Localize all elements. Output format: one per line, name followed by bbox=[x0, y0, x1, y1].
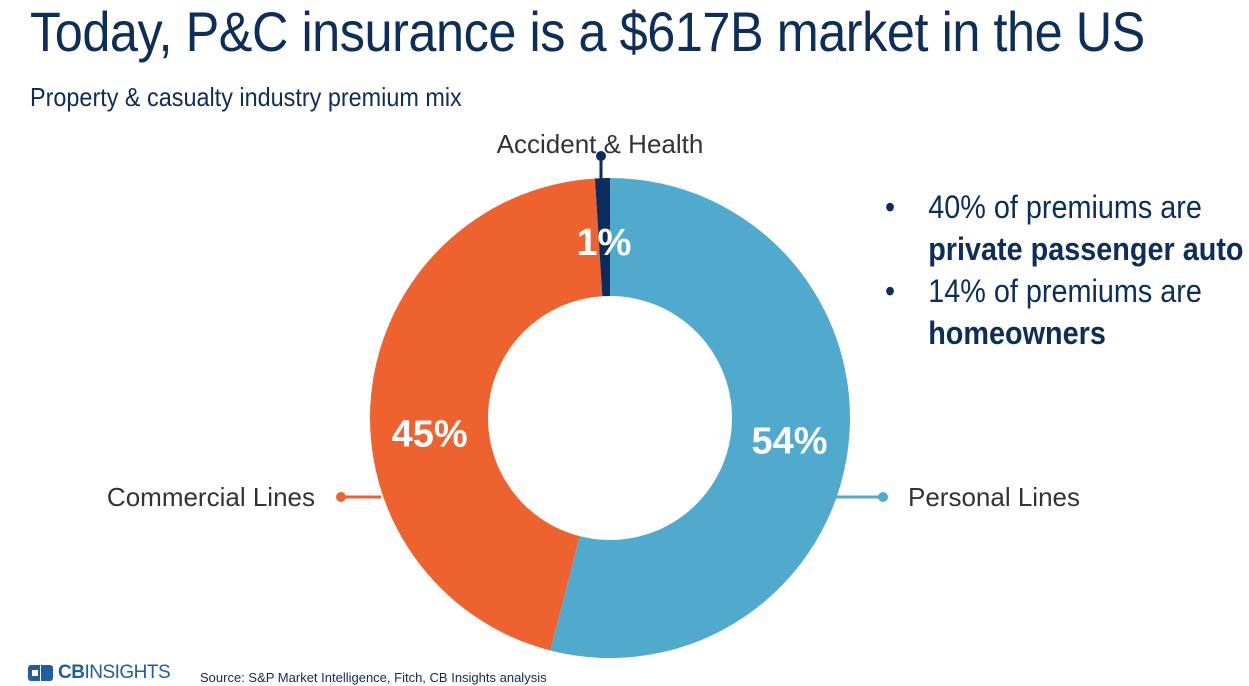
bullet-list: • 40% of premiums are private passenger … bbox=[885, 186, 1244, 354]
bullet-dot-icon: • bbox=[885, 189, 896, 225]
category-label-personal-lines: Personal Lines bbox=[908, 482, 1080, 512]
bullet-item-auto: • 40% of premiums are private passenger … bbox=[885, 186, 1244, 270]
leader-dot-commercial-lines bbox=[336, 492, 346, 502]
data-label-commercial-lines: 45% bbox=[392, 414, 468, 456]
data-label-personal-lines: 54% bbox=[752, 421, 828, 463]
cb-logo-icon bbox=[28, 664, 54, 682]
page-title: Today, P&C insurance is a $617B market i… bbox=[30, 0, 1145, 63]
leader-dot-personal-lines bbox=[878, 492, 888, 502]
logo-text: INSIGHTS bbox=[84, 662, 171, 683]
data-label-accident-health: 1% bbox=[577, 222, 632, 264]
logo-bold-text: CB bbox=[58, 662, 85, 683]
category-label-commercial-lines: Commercial Lines bbox=[107, 482, 315, 512]
donut-segment-accident-health bbox=[594, 178, 610, 297]
bullet-dot-icon: • bbox=[885, 273, 896, 309]
bullet-text: 40% of premiums are bbox=[928, 189, 1202, 225]
leader-dot-accident-health bbox=[596, 151, 606, 161]
cb-insights-logo: CBINSIGHTS bbox=[28, 662, 171, 683]
source-note: Source: S&P Market Intelligence, Fitch, … bbox=[200, 670, 547, 685]
donut-segment-commercial-lines bbox=[370, 178, 603, 651]
bullet-text: 14% of premiums are bbox=[928, 273, 1202, 309]
bullet-item-homeowners: • 14% of premiums are homeowners bbox=[885, 270, 1209, 354]
bullet-highlight: homeowners bbox=[928, 315, 1106, 351]
category-label-accident-health: Accident & Health bbox=[497, 129, 704, 159]
bullet-highlight: private passenger auto bbox=[928, 231, 1244, 267]
chart-subtitle: Property & casualty industry premium mix bbox=[30, 82, 462, 112]
donut-segment-personal-lines bbox=[550, 178, 851, 658]
